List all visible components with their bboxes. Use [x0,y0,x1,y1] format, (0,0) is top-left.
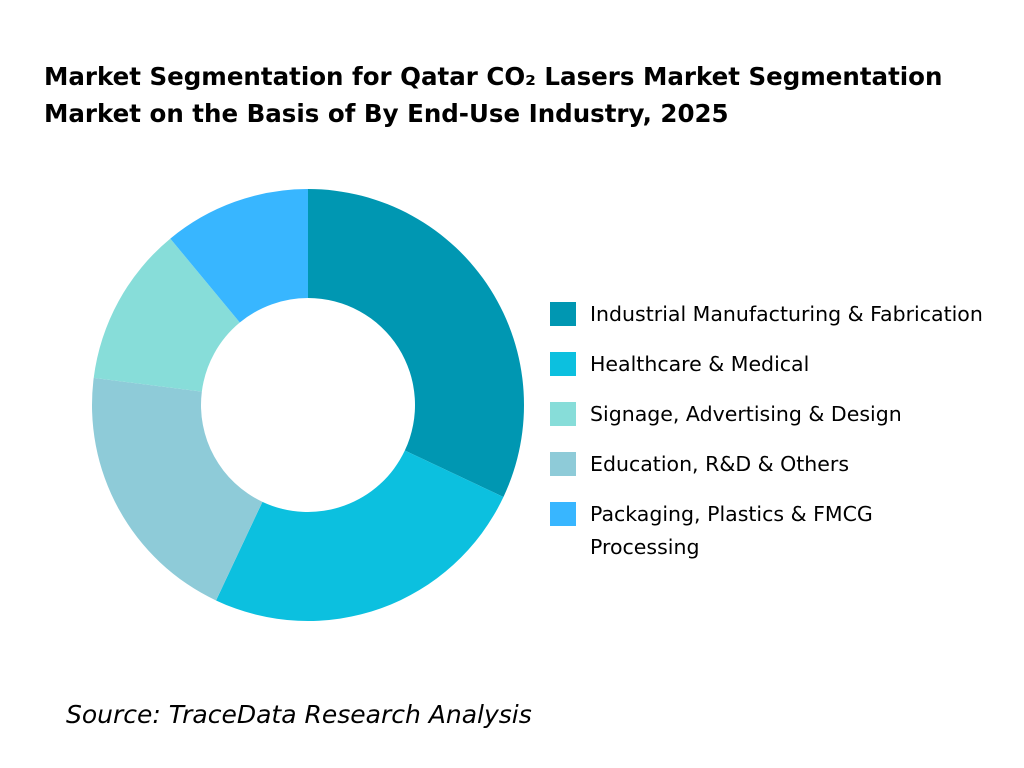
legend-label: Signage, Advertising & Design [590,402,902,426]
legend-swatch [550,502,576,526]
legend-swatch [550,452,576,476]
donut-slice-2 [92,377,263,601]
chart-title-line2: Market on the Basis of By End-Use Indust… [44,99,729,128]
legend-label: Healthcare & Medical [590,352,810,376]
donut-slice-0 [308,189,524,497]
chart-title-line1: Market Segmentation for Qatar CO₂ Lasers… [44,62,943,91]
donut-slice-1 [216,450,504,621]
donut-slice-3 [93,238,240,392]
source-note: Source: TraceData Research Analysis [66,700,532,729]
legend-item: Packaging, Plastics & FMCG Processing [550,498,1024,564]
legend-swatch [550,402,576,426]
legend: Industrial Manufacturing & Fabrication He… [550,298,1024,581]
donut-slice-4 [170,189,308,323]
legend-item: Healthcare & Medical [550,348,1024,381]
legend-label: Education, R&D & Others [590,452,850,476]
legend-item: Industrial Manufacturing & Fabrication [550,298,1024,331]
legend-item: Education, R&D & Others [550,448,1024,481]
legend-item: Signage, Advertising & Design [550,398,1024,431]
chart-title: Market Segmentation for Qatar CO₂ Lasers… [44,58,1004,132]
legend-swatch [550,302,576,326]
legend-label: Industrial Manufacturing & Fabrication [590,302,983,326]
legend-label: Packaging, Plastics & FMCG Processing [590,502,873,559]
legend-swatch [550,352,576,376]
